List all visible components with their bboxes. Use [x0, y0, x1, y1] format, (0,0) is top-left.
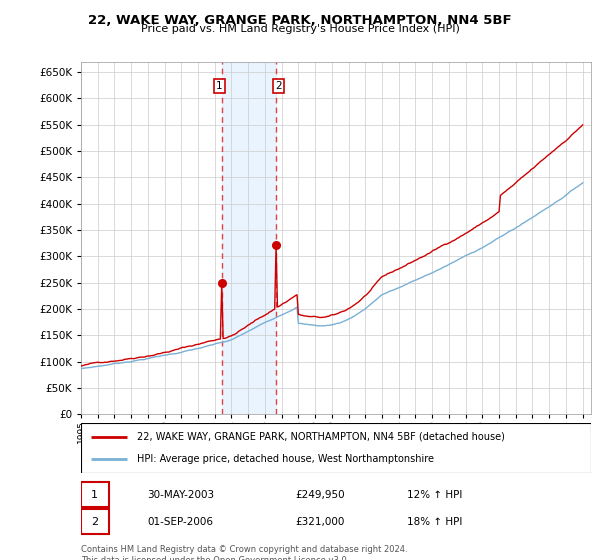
Text: £321,000: £321,000	[295, 517, 344, 528]
Text: HPI: Average price, detached house, West Northamptonshire: HPI: Average price, detached house, West…	[137, 454, 434, 464]
Text: 1: 1	[91, 490, 98, 500]
Text: £249,950: £249,950	[295, 490, 345, 500]
Text: Contains HM Land Registry data © Crown copyright and database right 2024.
This d: Contains HM Land Registry data © Crown c…	[81, 545, 407, 560]
Text: 30-MAY-2003: 30-MAY-2003	[148, 490, 214, 500]
Text: 01-SEP-2006: 01-SEP-2006	[148, 517, 214, 528]
Text: 12% ↑ HPI: 12% ↑ HPI	[407, 490, 463, 500]
Text: Price paid vs. HM Land Registry's House Price Index (HPI): Price paid vs. HM Land Registry's House …	[140, 24, 460, 34]
Text: 2: 2	[275, 81, 282, 91]
Text: 22, WAKE WAY, GRANGE PARK, NORTHAMPTON, NN4 5BF: 22, WAKE WAY, GRANGE PARK, NORTHAMPTON, …	[88, 14, 512, 27]
Text: 22, WAKE WAY, GRANGE PARK, NORTHAMPTON, NN4 5BF (detached house): 22, WAKE WAY, GRANGE PARK, NORTHAMPTON, …	[137, 432, 505, 442]
Bar	[81, 482, 109, 507]
Text: 1: 1	[216, 81, 223, 91]
Bar	[81, 510, 109, 534]
Text: 2: 2	[91, 517, 98, 528]
Bar	[221, 62, 276, 414]
Text: 18% ↑ HPI: 18% ↑ HPI	[407, 517, 463, 528]
